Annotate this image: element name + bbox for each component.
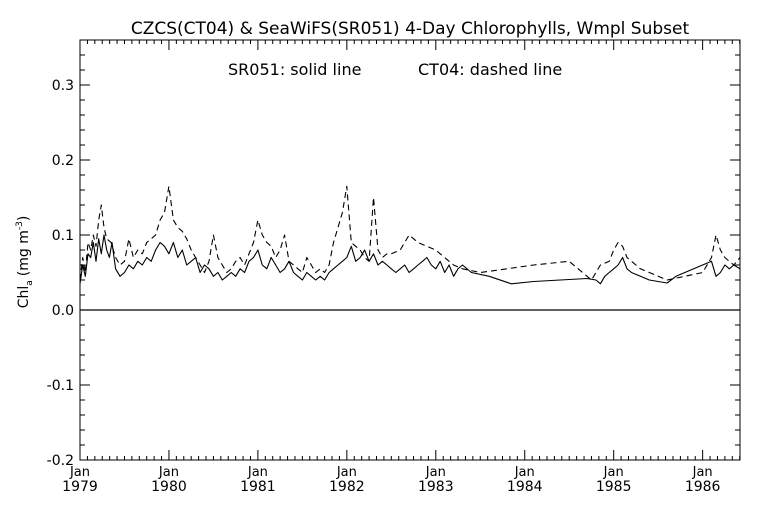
x-tick-month-label: Jan (247, 465, 268, 480)
y-tick-label: 0.1 (52, 228, 74, 244)
x-tick-year-label: 1983 (418, 479, 454, 495)
y-tick-label: 0.3 (52, 78, 74, 94)
x-tick-year-label: 1980 (151, 479, 187, 495)
annotation-dashed: CT04: dashed line (418, 60, 562, 79)
y-tick-label: 0.0 (52, 303, 74, 319)
x-tick-month-label: Jan (425, 465, 446, 480)
svg-text:Chla(mg m-3): Chla (mg m-3) (15, 216, 35, 309)
annotation-solid: SR051: solid line (228, 60, 361, 79)
y-tick-label: 0.2 (52, 153, 74, 169)
x-tick-month-label: Jan (69, 465, 90, 480)
x-tick-month-label: Jan (158, 465, 179, 480)
x-tick-year-label: 1984 (507, 479, 543, 495)
x-tick-year-label: 1981 (240, 479, 276, 495)
plot-area: -0.2-0.10.00.10.20.3Jan1979Jan1980Jan198… (47, 39, 741, 495)
y-tick-label: -0.2 (47, 453, 74, 469)
x-tick-year-label: 1982 (329, 479, 365, 495)
x-tick-month-label: Jan (514, 465, 535, 480)
y-label-sup: -3 (15, 221, 25, 230)
y-label-main: Chl (16, 286, 32, 309)
y-label-close: ) (16, 216, 32, 221)
y-label-units: (mg m (16, 230, 32, 276)
series-line-ct04 (79, 185, 741, 281)
chart-title: CZCS(CT04) & SeaWiFS(SR051) 4-Day Chloro… (131, 19, 690, 39)
x-tick-month-label: Jan (692, 465, 713, 480)
x-tick-year-label: 1979 (62, 479, 98, 495)
x-tick-year-label: 1985 (596, 479, 632, 495)
y-label-sub: a (25, 280, 35, 286)
y-axis-label: Chla (mg m-3) (15, 216, 35, 309)
series-line-sr051 (79, 234, 741, 285)
y-tick-label: -0.1 (47, 378, 74, 394)
x-tick-month-label: Jan (603, 465, 624, 480)
x-tick-month-label: Jan (336, 465, 357, 480)
x-tick-year-label: 1986 (685, 479, 721, 495)
